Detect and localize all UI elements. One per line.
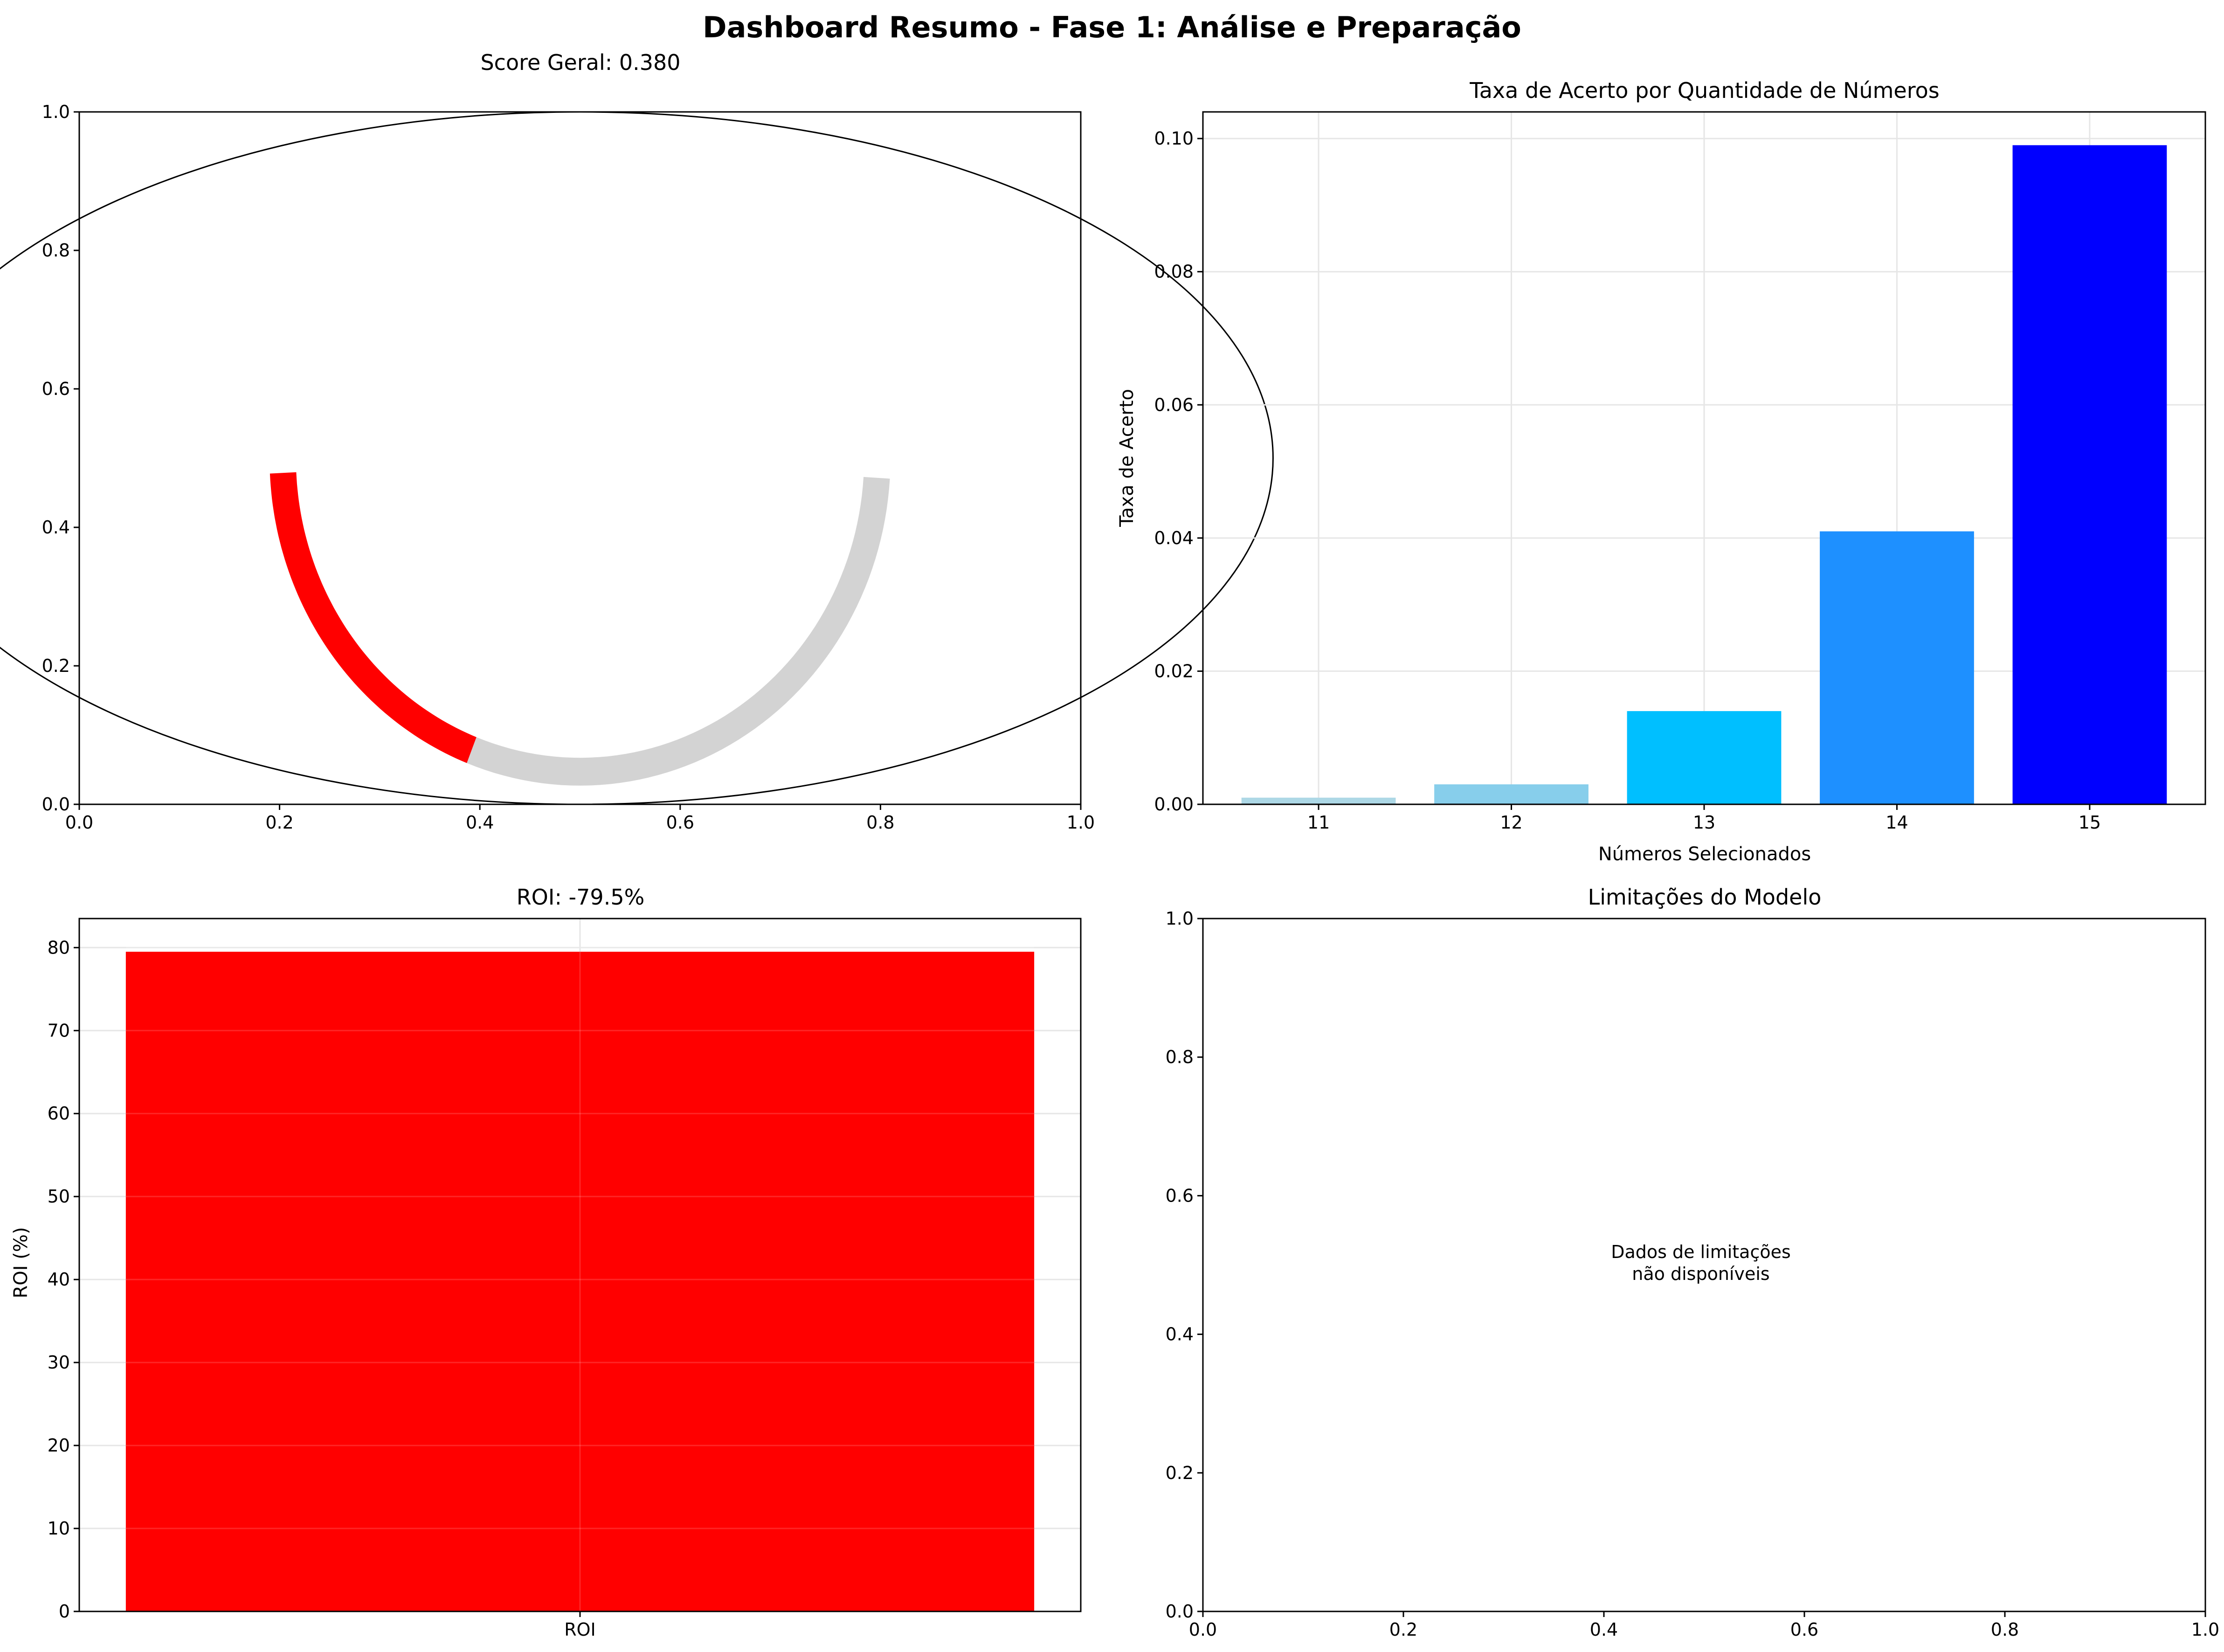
hit-rate-panel: Taxa de Acerto por Quantidade de Números… — [1116, 78, 2206, 865]
roi-ytick-label: 0 — [59, 1601, 70, 1622]
hit-rate-ytick-label: 0.08 — [1154, 262, 1194, 282]
limitations-ytick-label: 1.0 — [1166, 908, 1194, 929]
limitations-xtick-label: 0.6 — [1790, 1619, 1818, 1640]
hit-rate-ytick-label: 0.06 — [1154, 394, 1194, 415]
hit-rate-bar-12 — [1434, 784, 1589, 804]
gauge-ytick-label: 1.0 — [42, 102, 70, 122]
gauge-value-arc — [269, 472, 477, 763]
hit-rate-bar-13 — [1627, 711, 1782, 804]
roi-title: ROI: -79.5% — [517, 885, 645, 910]
roi-ytick-label: 40 — [48, 1269, 70, 1290]
limitations-axes: 0.0 0.2 0.4 0.6 0.8 1.0 0.0 0.2 0.4 0.6 0.8 1.0 — [1166, 908, 2220, 1640]
hit-rate-xtick-label: 13 — [1693, 812, 1715, 833]
gauge-title: Score Geral: 0.380 — [480, 50, 680, 75]
limitations-axes-frame — [1202, 918, 2206, 1612]
limitations-panel: Limitações do Modelo Dados de limitações… — [1166, 885, 2220, 1640]
hit-rate-xtick-label: 12 — [1500, 812, 1522, 833]
limitations-ytick-label: 0.2 — [1166, 1463, 1194, 1483]
gauge-panel: Score Geral: 0.380 0.0 0.2 0.4 0.6 0.8 1.00.0… — [0, 50, 1274, 833]
gauge-xtick-label: 0.2 — [265, 812, 293, 833]
limitations-message-line-2: não disponíveis — [1632, 1264, 1769, 1284]
gauge-axes-frame — [78, 111, 1082, 805]
hit-rate-ytick-label: 0.10 — [1154, 128, 1194, 149]
gauge-ytick-label: 0.0 — [42, 794, 70, 815]
gauge-ytick-label: 0.6 — [42, 379, 70, 399]
roi-ytick-label: 20 — [48, 1435, 70, 1456]
figure-title: Dashboard Resumo - Fase 1: Análise e Pre… — [703, 10, 1521, 44]
roi-bars — [125, 947, 1035, 1612]
limitations-ytick-label: 0.0 — [1166, 1601, 1194, 1622]
hit-rate-ytick-label: 0.00 — [1154, 794, 1194, 815]
limitations-title: Limitações do Modelo — [1588, 885, 1822, 910]
gauge-xtick-label: 0.4 — [466, 812, 494, 833]
limitations-xtick-label: 0.4 — [1590, 1619, 1618, 1640]
limitations-ytick-label: 0.6 — [1166, 1185, 1194, 1206]
roi-ytick-label: 60 — [48, 1103, 70, 1124]
hit-rate-xtick-label: 14 — [1886, 812, 1908, 833]
limitations-xtick-label: 0.2 — [1389, 1619, 1417, 1640]
gauge-ytick-label: 0.8 — [42, 240, 70, 261]
roi-ylabel: ROI (%) — [10, 1227, 32, 1298]
gauge-xtick-label: 1.0 — [1067, 812, 1095, 833]
hit-rate-xtick-label: 15 — [2079, 812, 2101, 833]
roi-panel: ROI: -79.5% ROI (%) 0 10 20 30 40 50 60 70 80 ROI — [10, 885, 1082, 1640]
roi-bar — [125, 952, 1035, 1611]
roi-ytick-label: 50 — [48, 1186, 70, 1207]
hit-rate-ytick-label: 0.02 — [1154, 661, 1194, 681]
hit-rate-xlabel: Números Selecionados — [1598, 843, 1811, 865]
hit-rate-bar-14 — [1820, 531, 1974, 804]
hit-rate-title: Taxa de Acerto por Quantidade de Números — [1469, 78, 1940, 103]
hit-rate-axes: 0.00 0.02 0.04 0.06 0.08 0.10 11 12 13 14 15 — [1154, 111, 2206, 833]
gauge-xtick-label: 0.6 — [666, 812, 694, 833]
roi-axes: 0 10 20 30 40 50 60 70 80 ROI — [48, 918, 1082, 1640]
limitations-message-line-1: Dados de limitações — [1611, 1242, 1791, 1262]
roi-ytick-label: 10 — [48, 1518, 70, 1539]
gauge-ytick-label: 0.2 — [42, 656, 70, 676]
hit-rate-ylabel: Taxa de Acerto — [1116, 389, 1138, 527]
hit-rate-ytick-label: 0.04 — [1154, 528, 1194, 548]
limitations-ytick-label: 0.8 — [1166, 1047, 1194, 1067]
hit-rate-bars — [1241, 145, 2167, 804]
gauge-xtick-label: 0.8 — [866, 812, 894, 833]
hit-rate-bar-11 — [1241, 797, 1396, 804]
roi-xtick-label: ROI — [564, 1619, 596, 1640]
gauge-xtick-label: 0.0 — [65, 812, 93, 833]
roi-ytick-label: 70 — [48, 1020, 70, 1041]
roi-ytick-label: 30 — [48, 1352, 70, 1373]
limitations-xtick-label: 0.8 — [1991, 1619, 2019, 1640]
gauge-remaining-arc — [467, 477, 890, 786]
limitations-xtick-label: 0.0 — [1189, 1619, 1217, 1640]
limitations-xtick-label: 1.0 — [2191, 1619, 2219, 1640]
limitations-ytick-label: 0.4 — [1166, 1324, 1194, 1345]
hit-rate-bar-15 — [2012, 145, 2167, 804]
gauge-ytick-label: 0.4 — [42, 517, 70, 538]
hit-rate-xtick-label: 11 — [1307, 812, 1330, 833]
gauge-axes: 0.0 0.2 0.4 0.6 0.8 1.0 0.0 0.2 0.4 0.6 0.8 1.0 — [42, 102, 1095, 833]
roi-ytick-label: 80 — [48, 937, 70, 958]
